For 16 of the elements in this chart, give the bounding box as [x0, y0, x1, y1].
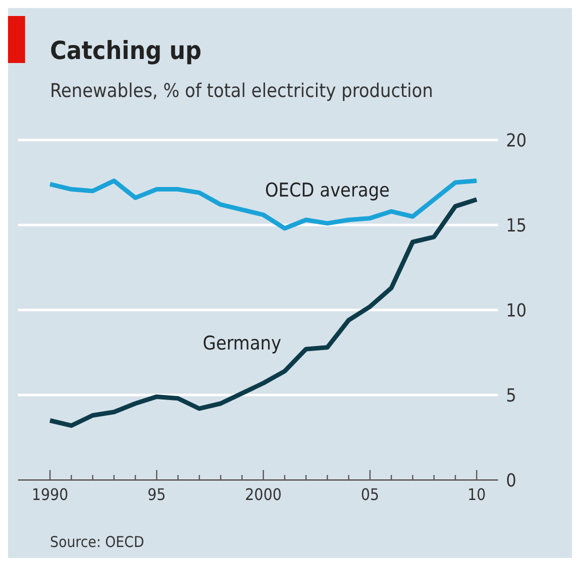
y-tick-label: 10 — [506, 300, 527, 322]
x-tick-label: 10 — [468, 485, 486, 504]
series-label: Germany — [202, 332, 282, 354]
y-tick-label: 20 — [506, 130, 527, 152]
source-note: Source: OECD — [50, 533, 144, 551]
chart-subtitle: Renewables, % of total electricity production — [50, 80, 434, 102]
y-tick-label: 5 — [506, 385, 516, 406]
y-tick-label: 0 — [506, 470, 516, 492]
x-tick-label: 05 — [360, 485, 380, 504]
x-tick-label: 1990 — [32, 485, 68, 504]
y-tick-label: 15 — [506, 215, 527, 236]
x-tick-label: 95 — [148, 485, 166, 504]
chart-title: Catching up — [50, 36, 202, 65]
series-label: OECD average — [264, 179, 390, 202]
line-series — [48, 178, 479, 231]
x-tick-label: 2000 — [245, 485, 282, 504]
